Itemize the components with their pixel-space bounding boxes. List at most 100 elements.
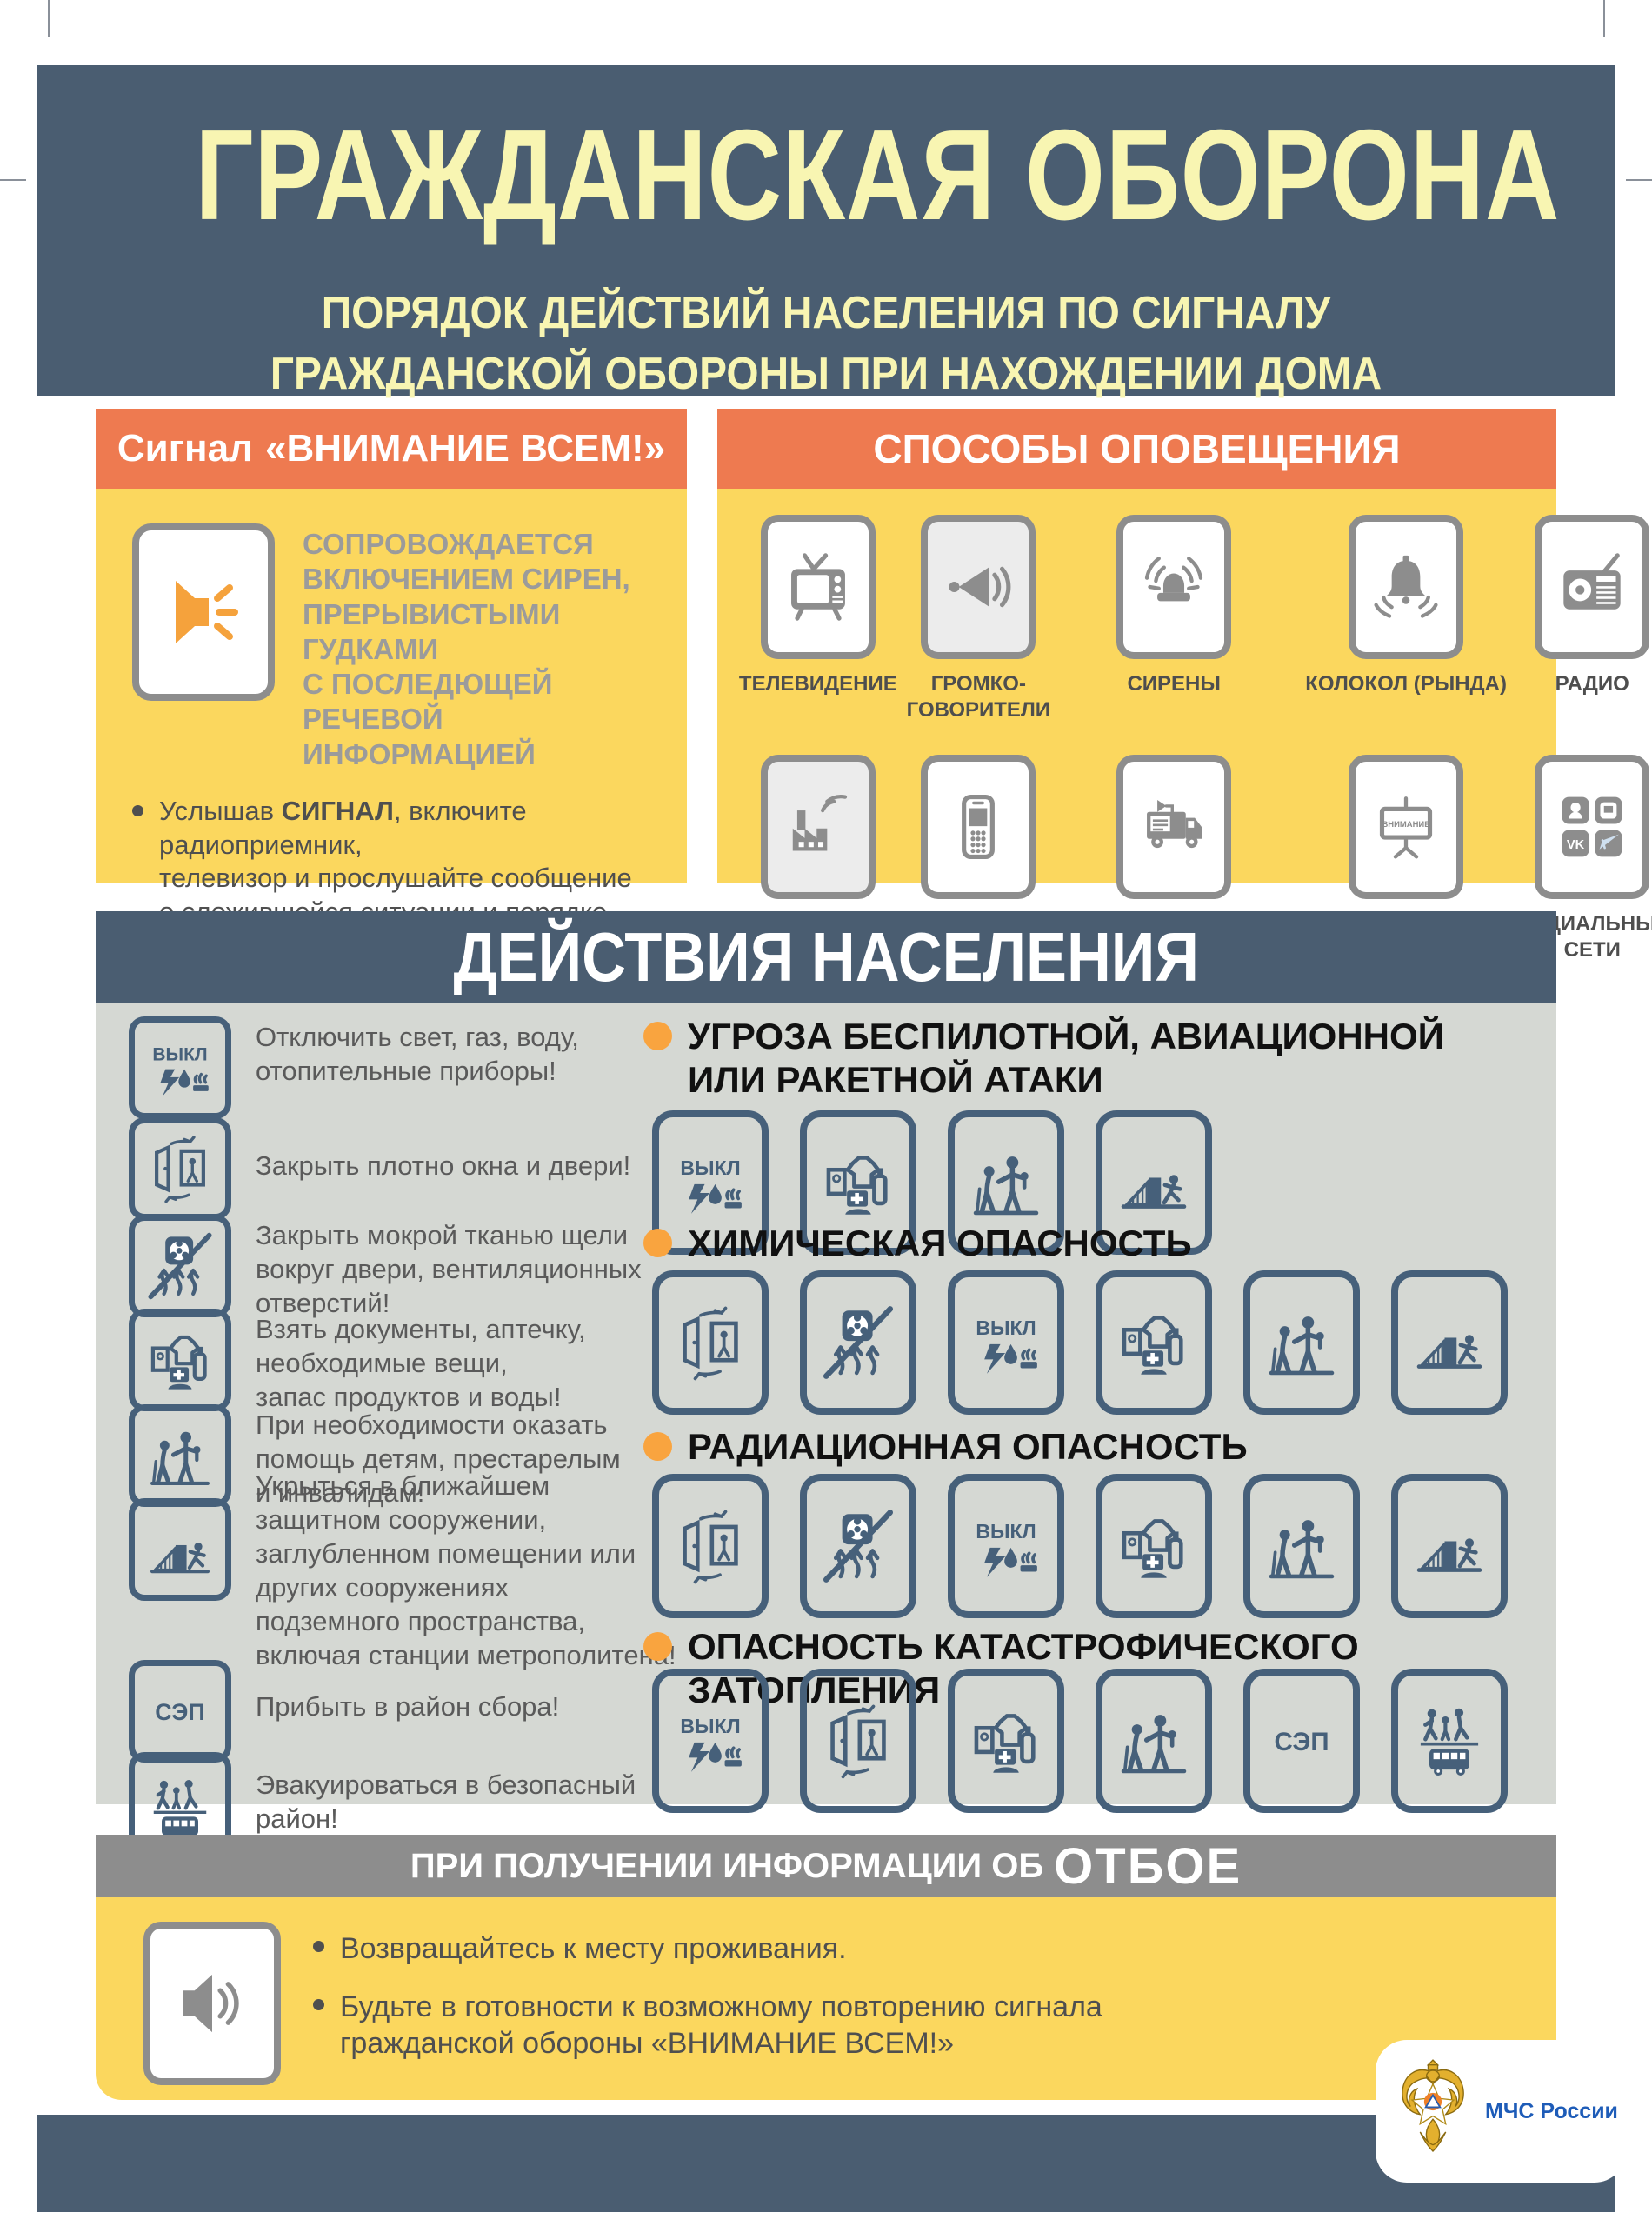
section-icons-radiation — [652, 1474, 1508, 1618]
otboe-header: ПРИ ПОЛУЧЕНИИ ИНФОРМАЦИИ ОБ ОТБОЕ — [96, 1835, 1556, 1897]
section-icons-flood — [652, 1669, 1508, 1813]
signal-description: СОПРОВОЖДАЕТСЯ ВКЛЮЧЕНИЕМ СИРЕН, ПРЕРЫВИ… — [303, 528, 630, 770]
signal-header-title: «ВНИМАНИЕ ВСЕМ!» — [265, 427, 666, 470]
action-item-take-supplies: Взять документы, аптечку, необходимые ве… — [129, 1309, 586, 1414]
section-icons-chemical — [652, 1270, 1508, 1415]
methods-panel-header: СПОСОБЫ ОПОВЕЩЕНИЯ — [717, 409, 1556, 489]
help-people-icon — [948, 1110, 1064, 1255]
list-item: Будьте в готовности к возможному повторе… — [313, 1989, 1102, 2063]
no-ventilation-icon — [800, 1270, 916, 1415]
method-label: ТЕЛЕВИДЕНИЕ — [738, 672, 897, 696]
bullet-text: Возвращайтесь к месту проживания. — [340, 1932, 847, 1965]
action-text: Закрыть плотно окна и двери! — [256, 1150, 631, 1181]
section-title-air-attack: УГРОЗА БЕСПИЛОТНОЙ, АВИАЦИОННОЙ ИЛИ РАКЕ… — [643, 1015, 1444, 1101]
help-people-icon — [129, 1404, 231, 1507]
close-windows-icon — [129, 1117, 231, 1220]
action-text: Прибыть в район сбора! — [256, 1691, 560, 1722]
mchs-brand-card: МЧС России — [1376, 2040, 1626, 2183]
subtitle-line-1: ПОРЯДОК ДЕЙСТВИЙ НАСЕЛЕНИЯ ПО СИГНАЛУ — [321, 288, 1331, 338]
page-title: ГРАЖДАНСКАЯ ОБОРОНА — [195, 103, 1561, 247]
method-television: ТЕЛЕВИДЕНИЕ — [729, 515, 907, 723]
help-people-icon — [1243, 1474, 1360, 1618]
signal-panel-header: Сигнал «ВНИМАНИЕ ВСЕМ!» — [96, 409, 687, 489]
close-windows-icon — [652, 1474, 769, 1618]
action-item-evacuate: Эвакуироваться в безопасный район! — [129, 1752, 636, 1867]
crop-mark-top-right — [1603, 0, 1605, 37]
otboe-body: Возвращайтесь к месту проживания. Будьте… — [96, 1897, 1556, 2100]
speaker-rays-icon — [160, 569, 247, 656]
crop-mark-left — [0, 179, 26, 181]
signal-header-prefix: Сигнал — [117, 427, 254, 470]
method-label: КОЛОКОЛ (РЫНДА) — [1305, 672, 1507, 696]
speaker-waves-icon — [172, 1963, 252, 2043]
action-text: Взять документы, аптечку, необходимые ве… — [256, 1314, 586, 1413]
action-text: Эвакуироваться в безопасный район! — [256, 1769, 636, 1835]
action-item-help-people: При необходимости оказать помощь детям, … — [129, 1404, 621, 1510]
method-radio: РАДИО — [1515, 515, 1652, 723]
orange-dot-icon — [643, 1632, 672, 1661]
power-off-icon — [652, 1110, 769, 1255]
shelter-icon — [129, 1498, 231, 1601]
bell-icon — [1349, 515, 1464, 659]
poster-header: ГРАЖДАНСКАЯ ОБОРОНА ПОРЯДОК ДЕЙСТВИЙ НАС… — [37, 65, 1615, 399]
actions-body: Отключить свет, газ, воду, отопительные … — [96, 1003, 1556, 1867]
action-item-shelter: Укрыться в ближайшем защитном сооружении… — [129, 1470, 676, 1672]
take-supplies-icon — [1096, 1270, 1212, 1415]
take-supplies-icon — [800, 1110, 916, 1255]
section-icons-air-attack — [652, 1110, 1212, 1255]
action-item-close-windows: Закрыть плотно окна и двери! — [129, 1117, 630, 1220]
action-text: Укрыться в ближайшем защитном сооружении… — [256, 1470, 676, 1671]
info-board-icon — [1349, 755, 1464, 899]
bullet-dot — [313, 1941, 324, 1952]
subtitle-line-2: ГРАЖДАНСКОЙ ОБОРОНЫ ПРИ НАХОЖДЕНИИ ДОМА — [270, 349, 1382, 400]
orange-dot-icon — [643, 1022, 672, 1050]
method-label: ГРОМКО- ГОВОРИТЕЛИ — [906, 672, 1051, 722]
siren-icon — [1116, 515, 1232, 659]
sep-icon — [129, 1660, 231, 1763]
help-people-icon — [1096, 1669, 1212, 1813]
method-label: РАДИО — [1555, 672, 1629, 696]
section-title-chemical: ХИМИЧЕСКАЯ ОПАСНОСТЬ — [643, 1222, 1192, 1265]
bullet-text: Будьте в готовности к возможному повторе… — [340, 1989, 1102, 2061]
method-loudspeakers: ГРОМКО- ГОВОРИТЕЛИ — [907, 515, 1050, 723]
phone-icon — [921, 755, 1036, 899]
sep-icon — [1243, 1669, 1360, 1813]
otboe-header-emphasis: ОТБОЕ — [1054, 1837, 1242, 1895]
take-supplies-icon — [948, 1669, 1064, 1813]
power-off-icon — [652, 1669, 769, 1813]
sound-truck-icon — [1116, 755, 1232, 899]
power-off-icon — [948, 1270, 1064, 1415]
loudspeaker-icon — [921, 515, 1036, 659]
shelter-icon — [1391, 1270, 1508, 1415]
no-ventilation-icon — [129, 1215, 231, 1317]
speaker-tile — [143, 1922, 281, 2085]
action-item-no-ventilation: Закрыть мокрой тканью щели вокруг двери,… — [129, 1215, 642, 1320]
list-item: Возвращайтесь к месту проживания. — [313, 1930, 1102, 1968]
evacuate-icon — [1391, 1669, 1508, 1813]
social-networks-icon — [1535, 755, 1650, 899]
close-windows-icon — [652, 1270, 769, 1415]
radio-icon — [1535, 515, 1650, 659]
mchs-label: МЧС России — [1485, 2098, 1618, 2123]
help-people-icon — [1243, 1270, 1360, 1415]
method-bell: КОЛОКОЛ (РЫНДА) — [1297, 515, 1515, 723]
no-ventilation-icon — [800, 1474, 916, 1618]
signal-panel: Сигнал «ВНИМАНИЕ ВСЕМ!» СОПРОВОЖДАЕТСЯ В… — [96, 409, 687, 1161]
section-title-flood: ОПАСНОСТЬ КАТАСТРОФИЧЕСКОГО ЗАТОПЛЕНИЯ — [643, 1625, 1556, 1711]
factory-horn-icon — [760, 755, 876, 899]
action-text: При необходимости оказать помощь детям, … — [256, 1410, 621, 1509]
take-supplies-icon — [129, 1309, 231, 1411]
actions-title: ДЕЙСТВИЯ НАСЕЛЕНИЯ — [453, 917, 1199, 996]
orange-dot-icon — [643, 1229, 672, 1257]
method-social-networks: СОЦИАЛЬНЫЕ СЕТИ — [1515, 755, 1652, 1042]
bullet-dot — [132, 804, 143, 816]
crop-mark-top-left — [48, 0, 50, 37]
action-item-power-off: Отключить свет, газ, воду, отопительные … — [129, 1016, 579, 1119]
otboe-header-text: ПРИ ПОЛУЧЕНИИ ИНФОРМАЦИИ ОБ — [410, 1846, 1044, 1885]
shelter-icon — [1096, 1110, 1212, 1255]
footer-bar — [37, 2115, 1615, 2212]
action-text: Отключить свет, газ, воду, отопительные … — [256, 1022, 579, 1087]
action-text: Закрыть мокрой тканью щели вокруг двери,… — [256, 1220, 642, 1319]
bullet-dot — [313, 1998, 324, 2010]
speaker-tile — [132, 523, 275, 701]
